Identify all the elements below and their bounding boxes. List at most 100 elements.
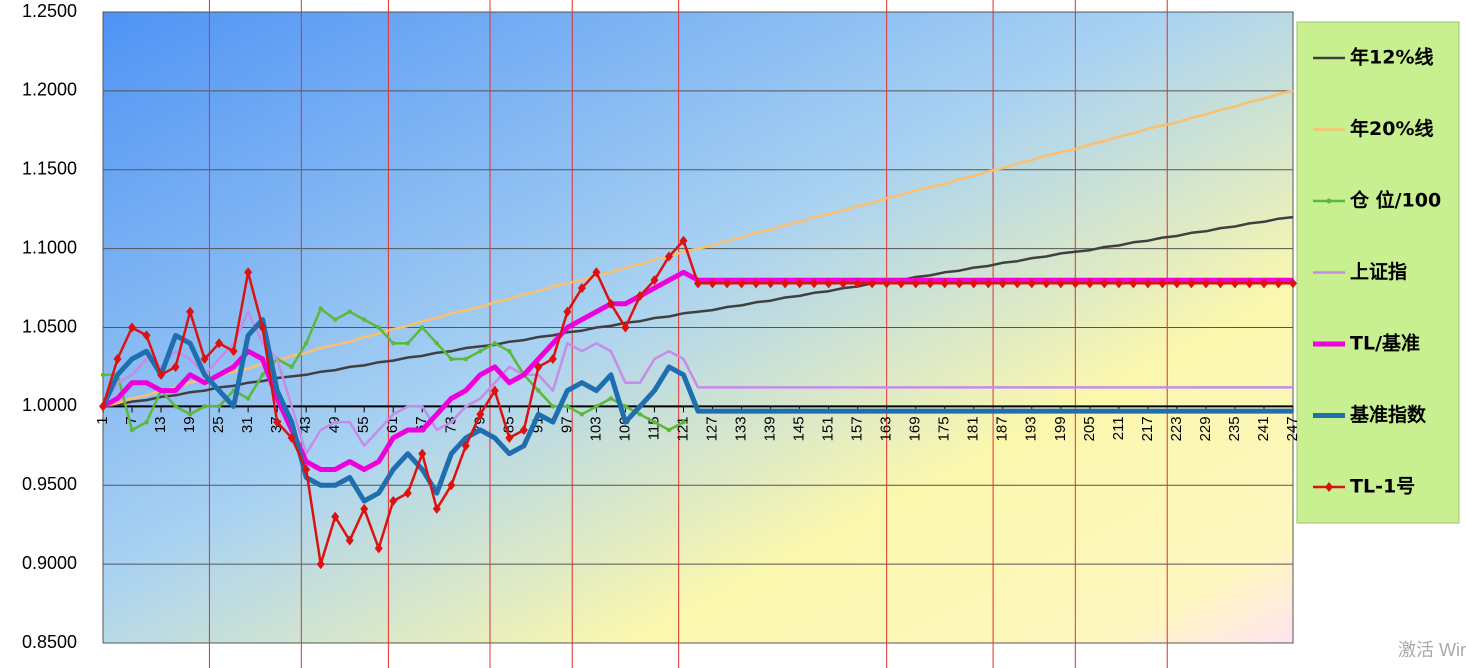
point-marker [245,396,251,401]
x-tick-label: 103 [587,416,604,441]
point-marker [449,356,454,362]
point-marker [362,317,367,322]
x-tick-label: 247 [1284,416,1301,441]
point-marker [1071,278,1080,289]
point-marker [186,306,195,317]
point-marker [1042,278,1051,289]
x-tick-label: 13 [152,416,169,433]
point-marker [664,251,673,262]
legend-label: 基准指数 [1349,403,1427,426]
x-tick-label: 223 [1168,416,1185,441]
point-marker [1274,278,1283,289]
point-marker [781,278,790,289]
y-tick-label: 0.9500 [22,474,77,494]
point-marker [216,404,222,409]
legend-label: TL/基准 [1350,332,1420,355]
legend-swatch [1326,198,1332,204]
point-marker [536,388,541,393]
point-marker [505,432,514,443]
point-marker [940,278,949,289]
point-marker [332,317,338,322]
point-marker [839,278,848,289]
x-tick-label: 181 [965,416,982,441]
x-tick-label: 241 [1255,416,1272,441]
x-tick-label: 19 [181,416,198,433]
x-tick-label: 193 [1023,416,1040,441]
point-marker [260,372,265,378]
y-tick-label: 1.0500 [22,316,77,336]
point-marker [650,275,659,286]
x-tick-label: 97 [558,416,575,433]
point-marker [1158,278,1167,289]
series-line [101,310,1293,455]
x-tick-label: 61 [384,416,401,433]
x-tick-label: 157 [849,416,866,441]
point-marker [434,341,439,346]
point-marker [318,306,323,311]
point-marker [258,322,267,333]
x-tick-label: 163 [878,416,895,441]
point-marker [824,278,833,289]
point-marker [882,278,891,289]
point-marker [360,503,369,514]
point-marker [303,341,309,346]
point-marker [592,267,601,278]
point-marker [476,409,485,420]
x-tick-label: 43 [297,416,314,433]
point-marker [418,448,427,459]
point-marker [623,404,628,409]
point-marker [200,354,209,365]
point-marker [1230,278,1239,289]
point-marker [463,356,469,362]
point-marker [550,404,556,409]
point-marker [606,298,615,309]
legend-label: 仓 位/100 [1349,189,1441,212]
point-marker [519,425,528,436]
point-marker [405,341,410,346]
point-marker [478,348,483,354]
series-line [102,215,1294,408]
point-marker [100,372,106,378]
point-marker [128,322,137,333]
point-marker [316,559,325,570]
point-marker [244,267,253,278]
point-marker [694,278,702,289]
point-marker [420,325,425,330]
point-marker [969,278,978,289]
legend-label: 上证指 [1350,261,1407,283]
point-marker [911,278,920,289]
point-marker [635,290,644,301]
legend-swatch [1325,482,1333,492]
x-tick-label: 109 [616,416,633,441]
x-tick-label: 151 [820,416,837,441]
point-marker [289,364,294,370]
point-marker [432,503,441,514]
legend-label: TL-1号 [1350,476,1415,498]
point-marker [157,369,166,380]
point-marker [853,278,862,289]
point-marker [202,404,207,409]
point-marker [287,432,296,443]
point-marker [1245,278,1254,289]
point-marker [737,278,746,289]
point-marker [897,278,906,289]
point-marker [679,235,688,246]
x-tick-label: 217 [1139,416,1156,441]
point-marker [534,361,543,372]
point-marker [766,278,775,289]
legend-label: 年12%线 [1350,46,1433,69]
y-tick-label: 1.2000 [22,80,77,100]
point-marker [621,322,630,333]
point-marker [594,404,599,409]
x-tick-label: 133 [733,416,750,441]
point-marker [376,325,381,330]
point-marker [171,361,180,372]
x-tick-label: 49 [326,416,343,433]
point-marker [1216,278,1225,289]
point-marker [1085,278,1094,289]
x-tick-label: 211 [1110,416,1127,440]
point-marker [461,440,470,451]
y-tick-label: 1.1000 [22,237,77,257]
x-tick-label: 199 [1052,416,1069,441]
